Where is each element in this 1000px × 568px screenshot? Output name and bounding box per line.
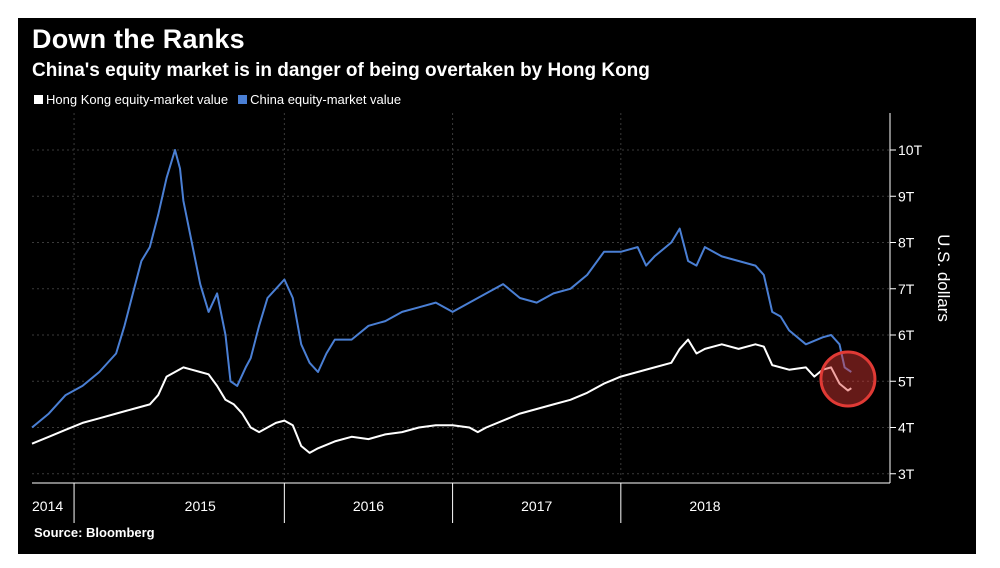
y-tick-label-0: 3T bbox=[898, 466, 915, 482]
y-tick-label-4: 7T bbox=[898, 281, 915, 297]
legend-label-hong-kong: Hong Kong equity-market value bbox=[46, 92, 229, 107]
legend-label-china: China equity-market value bbox=[250, 92, 402, 107]
y-tick-label-7: 10T bbox=[898, 142, 923, 158]
axis-layer: 3T 4T 5T 6T 7T 8T 9T 10T 2014 2015 2016 2017 2018 U.S… bbox=[32, 113, 953, 523]
legend: Hong Kong equity-market value China equi… bbox=[34, 92, 401, 107]
x-tick-label-2018: 2018 bbox=[689, 498, 720, 514]
legend-swatch-hong-kong bbox=[34, 95, 43, 104]
series-line-china bbox=[31, 149, 852, 429]
y-tick-label-3: 6T bbox=[898, 327, 915, 343]
y-tick-label-5: 8T bbox=[898, 235, 915, 251]
series-line-hong-kong bbox=[31, 338, 852, 454]
chart-title: Down the Ranks bbox=[32, 24, 245, 54]
y-axis-title: U.S. dollars bbox=[934, 234, 953, 322]
legend-item-china: China equity-market value bbox=[238, 92, 401, 107]
source-note: Source: Bloomberg bbox=[34, 525, 155, 540]
y-tick-label-6: 9T bbox=[898, 188, 915, 204]
y-tick-label-2: 5T bbox=[898, 373, 915, 389]
chart-frame: 3T 4T 5T 6T 7T 8T 9T 10T 2014 2015 2016 2017 2018 U.S… bbox=[18, 18, 976, 554]
y-tick-label-1: 4T bbox=[898, 420, 915, 436]
x-tick-label-2015: 2015 bbox=[185, 498, 216, 514]
highlight-circle bbox=[819, 350, 877, 408]
series-layer bbox=[31, 149, 852, 454]
x-tick-label-2016: 2016 bbox=[353, 498, 384, 514]
annotation-layer bbox=[819, 350, 877, 408]
x-tick-label-2014: 2014 bbox=[32, 498, 63, 514]
legend-item-hong-kong: Hong Kong equity-market value bbox=[34, 92, 228, 107]
grid-layer bbox=[32, 113, 890, 483]
line-chart: 3T 4T 5T 6T 7T 8T 9T 10T 2014 2015 2016 2017 2018 U.S… bbox=[31, 113, 953, 523]
legend-swatch-china bbox=[238, 95, 248, 104]
chart-subtitle: China's equity market is in danger of be… bbox=[32, 60, 650, 81]
x-tick-label-2017: 2017 bbox=[521, 498, 552, 514]
